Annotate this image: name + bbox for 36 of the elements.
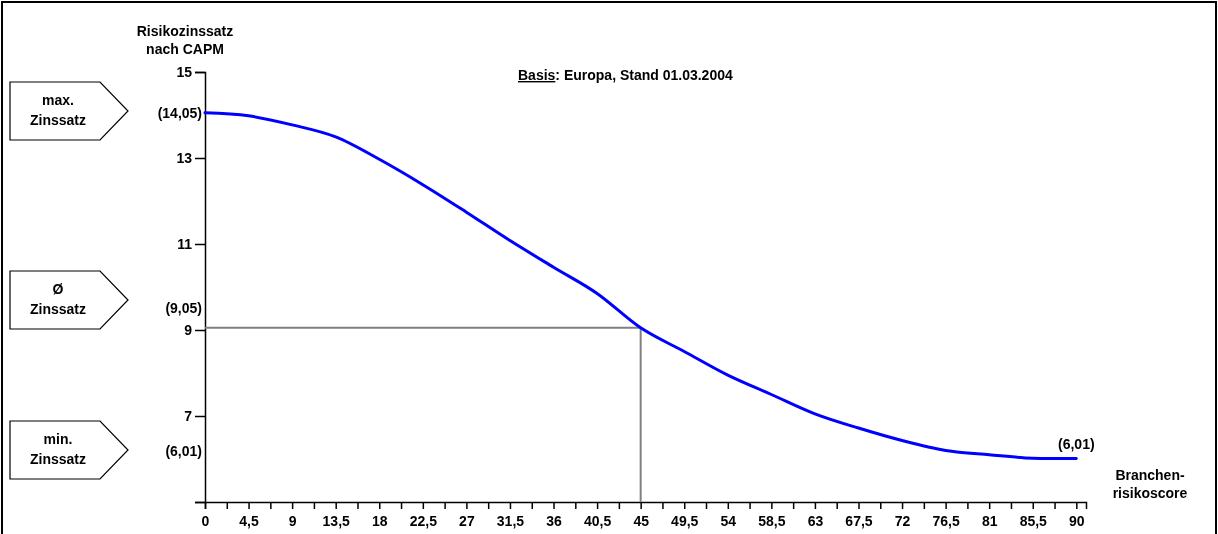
y-tick-label: 15	[176, 63, 193, 80]
y-tick-label: 13	[176, 149, 193, 166]
x-tick-label: 22,5	[409, 513, 438, 529]
x-tick-label: 67,5	[845, 513, 873, 529]
x-tick-label: 31,5	[496, 513, 525, 529]
y-axis-title: Risikozinssatz nach CAPM	[136, 23, 234, 57]
x-tick-label: 27	[459, 513, 475, 529]
y-tick-label: 7	[184, 407, 193, 424]
x-tick-label: 13,5	[322, 513, 351, 529]
x-tick-label: 0	[201, 513, 210, 529]
chart-title: Basis: Europa, Stand 01.03.2004	[518, 67, 733, 83]
x-tick-label: 72	[894, 513, 911, 529]
x-tick-label: 58,5	[758, 513, 786, 529]
text: (6,01)	[165, 443, 202, 459]
x-tick-label: 63	[807, 513, 824, 529]
annotation: (6,01)	[1058, 435, 1095, 452]
x-tick-label: 76,5	[932, 513, 960, 529]
x-tick-label: 49,5	[671, 513, 699, 529]
annotation: (14,05)	[157, 104, 202, 121]
x-tick-label: 85,5	[1019, 513, 1048, 529]
x-tick-label: 9	[288, 513, 297, 529]
text: (9,05)	[165, 300, 202, 316]
y-tick-label: 11	[177, 235, 193, 252]
x-tick-label: 90	[1069, 513, 1085, 529]
x-tick-label: 18	[371, 513, 388, 529]
text: max. Zinssatz	[29, 92, 87, 128]
text: Ø Zinssatz	[29, 281, 87, 317]
x-tick-label: 54	[720, 513, 737, 529]
x-tick-label: 4,5	[239, 513, 260, 529]
x-tick-label: 40,5	[583, 513, 612, 529]
x-tick-label: 81	[981, 513, 998, 529]
x-tick-label: 36	[546, 513, 563, 529]
y-tick-label: 9	[184, 321, 193, 338]
x-axis-title: Branchen- risikoscore	[1112, 467, 1188, 501]
x-tick-label: 45	[633, 513, 650, 529]
text: min. Zinssatz	[29, 431, 87, 467]
